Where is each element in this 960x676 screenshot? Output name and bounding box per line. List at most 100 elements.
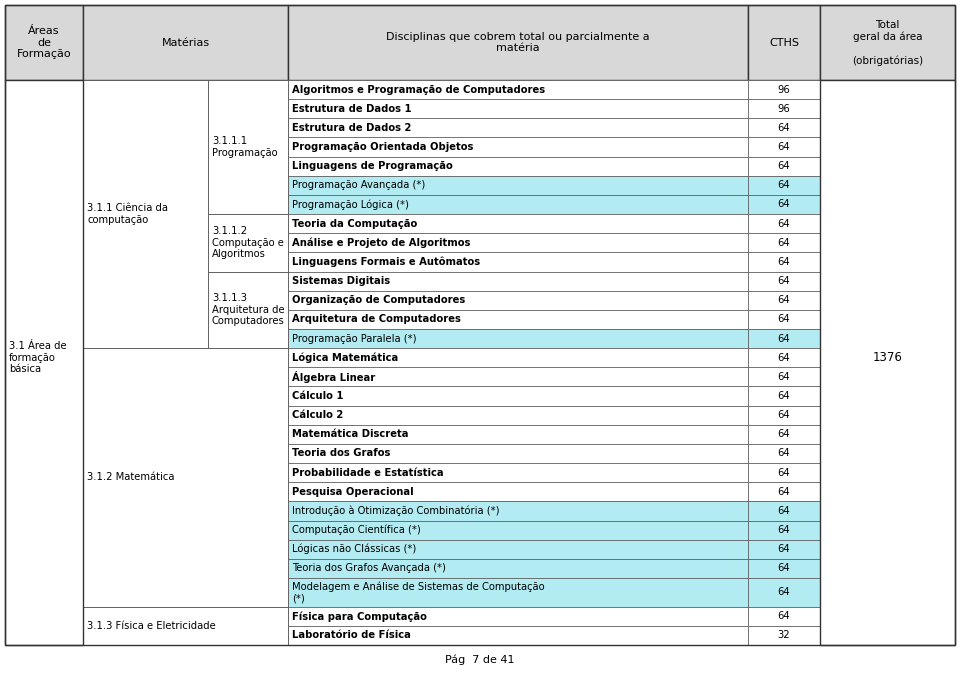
Text: Lógicas não Clássicas (*): Lógicas não Clássicas (*) (292, 544, 417, 554)
Text: 32: 32 (778, 631, 790, 640)
Bar (288, 233, 748, 252)
Bar (288, 329, 748, 348)
Bar (820, 118, 955, 137)
Text: 3.1.3 Física e Eletricidade: 3.1.3 Física e Eletricidade (87, 621, 216, 631)
Bar (748, 99, 820, 118)
Text: Matemática Discreta: Matemática Discreta (292, 429, 409, 439)
Text: Cálculo 2: Cálculo 2 (292, 410, 344, 420)
Bar (748, 157, 820, 176)
Text: 64: 64 (778, 448, 790, 458)
Bar (820, 406, 955, 425)
Bar (748, 214, 820, 233)
Text: Álgebra Linear: Álgebra Linear (292, 371, 375, 383)
Bar (748, 348, 820, 367)
Bar (820, 329, 955, 348)
Text: Matérias: Matérias (161, 37, 209, 47)
Bar (820, 626, 955, 645)
Bar (748, 539, 820, 559)
Text: 64: 64 (778, 333, 790, 343)
Text: Teoria dos Grafos: Teoria dos Grafos (292, 448, 391, 458)
Bar (288, 99, 748, 118)
Text: CTHS: CTHS (769, 37, 799, 47)
Text: 64: 64 (778, 468, 790, 478)
Bar (5, 5, 83, 80)
Text: 64: 64 (778, 295, 790, 306)
Bar (820, 5, 955, 80)
Bar (748, 626, 820, 645)
Bar (208, 272, 288, 348)
Bar (748, 444, 820, 463)
Text: Pág  7 de 41: Pág 7 de 41 (445, 655, 515, 665)
Text: 64: 64 (778, 123, 790, 133)
Bar (748, 425, 820, 444)
Text: 64: 64 (778, 506, 790, 516)
Bar (288, 425, 748, 444)
Bar (748, 578, 820, 606)
Text: Total
geral da área

(obrigatórias): Total geral da área (obrigatórias) (852, 20, 924, 66)
Bar (748, 310, 820, 329)
Text: Análise e Projeto de Algoritmos: Análise e Projeto de Algoritmos (292, 237, 470, 248)
Text: 1376: 1376 (873, 352, 902, 364)
Text: Cálculo 1: Cálculo 1 (292, 391, 344, 401)
Bar (748, 502, 820, 521)
Bar (288, 521, 748, 539)
Bar (288, 463, 748, 482)
Text: 64: 64 (778, 257, 790, 267)
Bar (820, 195, 955, 214)
Bar (820, 521, 955, 539)
Bar (288, 176, 748, 195)
Text: 96: 96 (778, 84, 790, 95)
Bar (820, 539, 955, 559)
Bar (748, 463, 820, 482)
Text: Laboratório de Física: Laboratório de Física (292, 631, 411, 640)
Bar (820, 578, 955, 606)
Text: 64: 64 (778, 180, 790, 191)
Bar (83, 5, 288, 80)
Bar (208, 214, 288, 272)
Text: Teoria da Computação: Teoria da Computação (292, 218, 418, 228)
Bar (288, 118, 748, 137)
Bar (288, 444, 748, 463)
Text: 64: 64 (778, 525, 790, 535)
Text: 64: 64 (778, 161, 790, 171)
Text: 64: 64 (778, 487, 790, 497)
Text: Programação Orientada Objetos: Programação Orientada Objetos (292, 142, 473, 152)
Text: Introdução à Otimização Combinatória (*): Introdução à Otimização Combinatória (*) (292, 506, 499, 516)
Text: Lógica Matemática: Lógica Matemática (292, 352, 398, 363)
Bar (820, 425, 955, 444)
Bar (820, 214, 955, 233)
Text: 64: 64 (778, 410, 790, 420)
Text: 64: 64 (778, 587, 790, 598)
Bar (748, 252, 820, 272)
Bar (288, 195, 748, 214)
Bar (288, 387, 748, 406)
Text: 64: 64 (778, 391, 790, 401)
Text: Pesquisa Operacional: Pesquisa Operacional (292, 487, 414, 497)
Bar (288, 310, 748, 329)
Bar (288, 272, 748, 291)
Text: Linguagens Formais e Autômatos: Linguagens Formais e Autômatos (292, 257, 480, 267)
Text: Teoria dos Grafos Avançada (*): Teoria dos Grafos Avançada (*) (292, 563, 445, 573)
Bar (288, 348, 748, 367)
Bar (820, 157, 955, 176)
Bar (288, 559, 748, 578)
Bar (208, 80, 288, 214)
Bar (748, 233, 820, 252)
Bar (820, 80, 955, 645)
Bar (748, 387, 820, 406)
Bar (288, 291, 748, 310)
Text: Programação Lógica (*): Programação Lógica (*) (292, 199, 409, 210)
Bar (288, 214, 748, 233)
Bar (820, 367, 955, 387)
Bar (288, 5, 748, 80)
Bar (748, 5, 820, 80)
Bar (748, 521, 820, 539)
Bar (820, 502, 955, 521)
Bar (748, 406, 820, 425)
Bar (748, 329, 820, 348)
Bar (83, 348, 288, 606)
Bar (83, 80, 208, 348)
Bar (5, 80, 83, 645)
Text: 64: 64 (778, 142, 790, 152)
Bar (748, 291, 820, 310)
